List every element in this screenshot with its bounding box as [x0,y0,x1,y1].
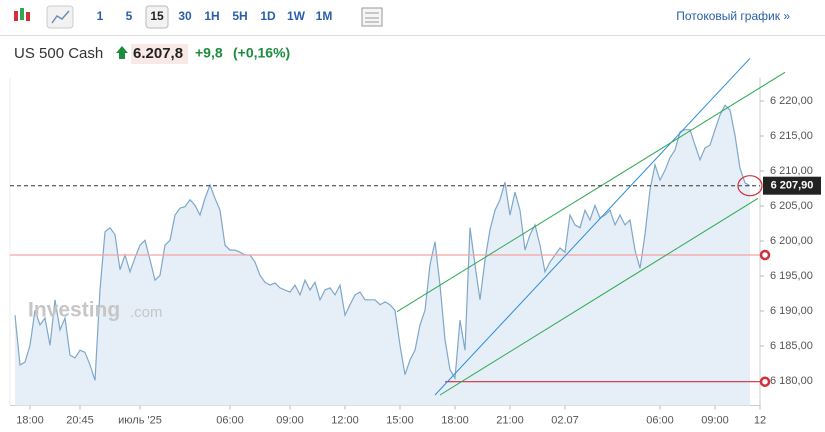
interval-button[interactable]: 1D [260,9,276,23]
x-tick-label: 12:00 [331,414,359,426]
x-tick-label: 02.07 [551,414,579,426]
x-tick-label: 12 [754,414,766,426]
last-price-label: 6 207,90 [771,180,814,192]
change: +9,8 [195,45,223,61]
price-line [14,104,751,381]
last-point-ring [737,175,763,197]
change-percent: (+0,16%) [233,45,290,61]
watermark-suffix: .com [130,304,163,321]
y-tick-label: 6 220,00 [770,95,813,107]
x-tick-label: 18:00 [16,414,44,426]
level-handle[interactable] [759,376,771,387]
candles-icon[interactable] [14,8,30,21]
interval-button[interactable]: 15 [150,9,164,23]
interval-button[interactable]: 1 [97,9,104,23]
x-tick-label: 09:00 [701,414,729,426]
x-tick-label: 18:00 [441,414,469,426]
y-tick-label: 6 215,00 [770,130,813,142]
plot: 6 220,00 6 215,00 6 210,00 6 205,00 6 200,00… [9,57,821,426]
interval-button[interactable]: 5 [126,9,133,23]
y-tick-label: 6 205,00 [770,200,813,212]
price: 6.207,8 [133,45,183,62]
x-tick-label: 21:00 [496,414,524,426]
x-tick-label: 15:00 [386,414,414,426]
price-highlight [131,44,188,64]
x-tick-label: 09:00 [276,414,304,426]
trend-line [439,197,759,396]
trend-line [396,71,786,313]
interval-active [145,5,169,29]
interval-button[interactable]: 1H [204,9,219,23]
x-tick-label: 06:00 [646,414,674,426]
area-fill [15,105,750,406]
level-handle[interactable] [759,249,771,261]
interval-button[interactable]: 1M [316,9,333,23]
layout-icon[interactable] [361,7,383,27]
area-icon-line [51,10,70,24]
up-arrow [116,46,128,59]
x-tick-label: июль '25 [118,414,162,426]
y-tick-label: 6 200,00 [770,235,813,247]
watermark-brand: Investing [28,299,120,322]
stream-link[interactable]: Потоковый график » [676,9,790,23]
y-tick-label: 6 190,00 [770,305,813,317]
y-tick-label: 6 210,00 [770,165,813,177]
interval-button[interactable]: 5H [232,9,247,23]
instrument-name: US 500 Cash [14,45,103,62]
interval-button[interactable]: 30 [178,9,192,23]
interval-button[interactable]: 1W [287,9,306,23]
x-tick-label: 06:00 [216,414,244,426]
y-tick-label: 6 185,00 [770,340,813,352]
y-tick-label: 6 195,00 [770,270,813,282]
trend-line [434,57,751,396]
y-tick-label: 6 180,00 [770,375,813,387]
x-tick-label: 20:45 [66,414,94,426]
last-price-box [763,176,821,195]
